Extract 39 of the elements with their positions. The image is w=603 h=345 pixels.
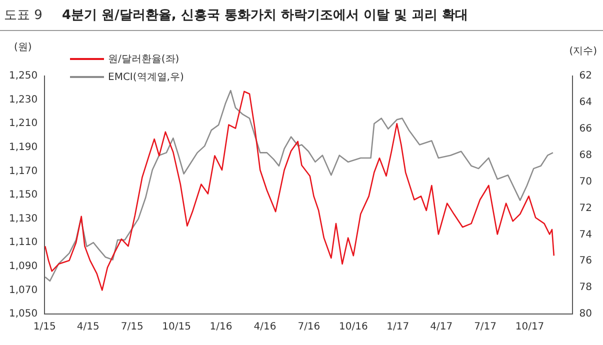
y2-tick-label: 74 [579, 229, 592, 240]
y-axis-title: (원) [14, 41, 32, 54]
y-tick-label: 1,250 [8, 70, 38, 82]
x-tick-label: 4/17 [430, 322, 453, 333]
x-tick-label: 7/15 [120, 322, 144, 333]
y-tick-label: 1,070 [8, 284, 38, 296]
chart-title: 4분기 원/달러환율, 신흥국 통화가치 하락기조에서 이탈 및 괴리 확대 [62, 7, 468, 24]
x-tick-label: 10/15 [162, 322, 191, 333]
x-tick-label: 7/17 [474, 322, 497, 333]
y2-tick-label: 78 [579, 282, 592, 294]
x-tick-label: 7/16 [298, 322, 320, 333]
y-tick-label: 1,230 [8, 94, 38, 106]
x-tick-label: 4/16 [254, 322, 276, 333]
y-tick-label: 1,130 [8, 213, 38, 224]
text: 도표 9 [3, 7, 44, 24]
y-tick-label: 1,090 [8, 260, 38, 272]
y2-tick-label: 62 [579, 70, 592, 82]
y2-tick-label: 66 [579, 123, 592, 134]
y2-axis-title: (지수) [569, 45, 597, 58]
x-tick-label: 4/15 [76, 322, 100, 333]
x-tick-label: 1/17 [386, 322, 410, 333]
x-tick-label: 1/16 [210, 322, 232, 333]
legend-label: EMCI(역계열,우) [108, 71, 184, 84]
x-tick-label: 10/17 [515, 322, 544, 333]
y-tick-label: 1,170 [8, 166, 38, 177]
y-tick-label: 1,210 [8, 118, 38, 130]
y-tick-label: 1,150 [8, 190, 38, 201]
y2-tick-label: 68 [579, 150, 592, 161]
y-tick-label: 1,050 [8, 308, 38, 320]
x-tick-label: 1/15 [33, 322, 56, 333]
y2-tick-label: 64 [579, 97, 592, 108]
x-tick-label: 10/16 [338, 322, 368, 333]
y-tick-label: 1,110 [8, 237, 38, 248]
y2-tick-label: 76 [579, 256, 592, 267]
y2-tick-label: 72 [579, 202, 592, 214]
y2-tick-label: 70 [579, 176, 592, 188]
y-tick-label: 1,190 [8, 142, 38, 153]
y2-tick-label: 80 [579, 308, 592, 320]
legend-label: 원/달러환율(좌) [108, 53, 180, 66]
